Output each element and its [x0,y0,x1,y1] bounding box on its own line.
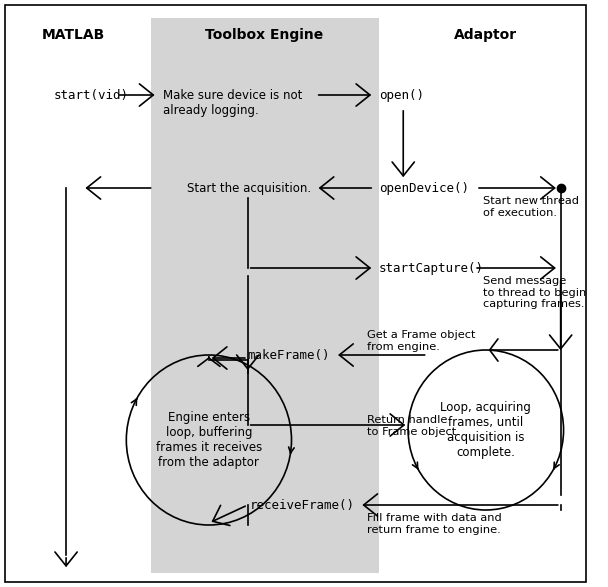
Text: Adaptor: Adaptor [454,28,517,42]
Text: Start the acquisition.: Start the acquisition. [187,181,311,194]
Text: Toolbox Engine: Toolbox Engine [205,28,323,42]
Text: Loop, acquiring
frames, until
acquisition is
complete.: Loop, acquiring frames, until acquisitio… [440,401,531,459]
Text: Send message
to thread to begin
capturing frames.: Send message to thread to begin capturin… [483,276,586,309]
Text: MATLAB: MATLAB [41,28,105,42]
Text: receiveFrame(): receiveFrame() [250,498,354,511]
Text: Start new thread
of execution.: Start new thread of execution. [483,196,579,218]
Text: Engine enters
loop, buffering
frames it receives
from the adaptor: Engine enters loop, buffering frames it … [156,411,262,469]
Text: startCapture(): startCapture() [379,261,484,275]
Text: openDevice(): openDevice() [379,181,469,194]
Text: Make sure device is not
already logging.: Make sure device is not already logging. [163,89,303,117]
Text: Fill frame with data and
return frame to engine.: Fill frame with data and return frame to… [367,513,502,535]
Bar [151,18,379,573]
Text: Get a Frame object
from engine.: Get a Frame object from engine. [367,330,476,352]
Text: start(vid): start(vid) [54,89,128,102]
Text: open(): open() [379,89,424,102]
Text: makeFrame(): makeFrame() [248,349,330,362]
Text: Return handle
to Frame object.: Return handle to Frame object. [367,415,460,437]
